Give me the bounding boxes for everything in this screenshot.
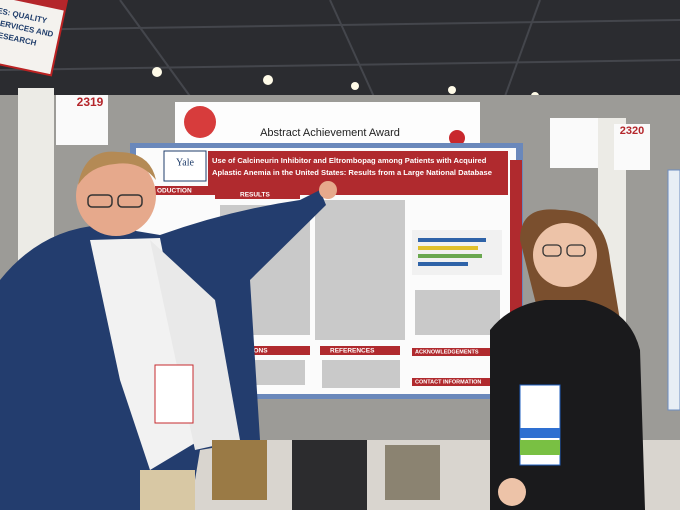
woman-glasses <box>566 244 586 257</box>
man-hand <box>319 181 337 199</box>
section-header: CONTACT INFORMATION <box>415 379 481 385</box>
award-banner <box>175 102 480 150</box>
banner-logo <box>449 130 465 146</box>
ceiling-truss <box>0 0 680 111</box>
section-header: REFERENCES <box>330 348 375 355</box>
man-glasses <box>87 194 113 208</box>
poster-side-bar <box>510 160 522 320</box>
section-header-bg <box>155 186 210 195</box>
booth-card <box>614 124 650 170</box>
banner-graphic <box>184 106 216 138</box>
sign: ES: QUALITY SERVICES AND RESEARCH <box>0 0 69 77</box>
woman-badge-ribbon <box>520 440 560 455</box>
section-header-bg <box>412 378 500 386</box>
man-trousers <box>140 470 195 510</box>
award-title: Abstract Achievement Award <box>260 127 400 139</box>
man-head <box>76 156 156 236</box>
section-header-bg <box>215 190 300 199</box>
booth-number: 2319 <box>77 95 104 109</box>
bystander-legs <box>292 440 367 510</box>
man-glasses <box>117 194 143 208</box>
section-header-bg <box>230 346 310 355</box>
bystander-legs <box>212 440 267 500</box>
section-header: RESULTS <box>240 192 271 199</box>
woman-glasses <box>542 244 562 257</box>
booth-card <box>56 95 108 145</box>
booth-number: 2320 <box>620 125 644 137</box>
man-scarf <box>150 240 240 450</box>
poster-title: Use of Calcineurin Inhibitor and Eltromb… <box>212 156 487 165</box>
poster-logo: Yale <box>176 157 194 168</box>
poster-logo-box <box>163 150 207 182</box>
man-hair <box>78 151 156 185</box>
section-header: ODUCTION <box>157 188 192 195</box>
woman-head <box>533 223 597 287</box>
booth-card <box>550 118 598 168</box>
poster-title-bar <box>208 151 508 195</box>
woman-badge-ribbon <box>520 428 560 438</box>
bystander-legs <box>385 445 440 500</box>
poster-title: Aplastic Anemia in the United States: Re… <box>212 168 492 177</box>
section-header-bg <box>320 346 400 355</box>
section-header: ACKNOWLEDGEMENTS <box>415 349 479 355</box>
neighbor-poster <box>667 169 680 411</box>
man-badge <box>154 364 194 424</box>
poster-chart <box>412 230 502 275</box>
section-header-bg <box>412 348 500 356</box>
woman-hands <box>498 478 526 506</box>
